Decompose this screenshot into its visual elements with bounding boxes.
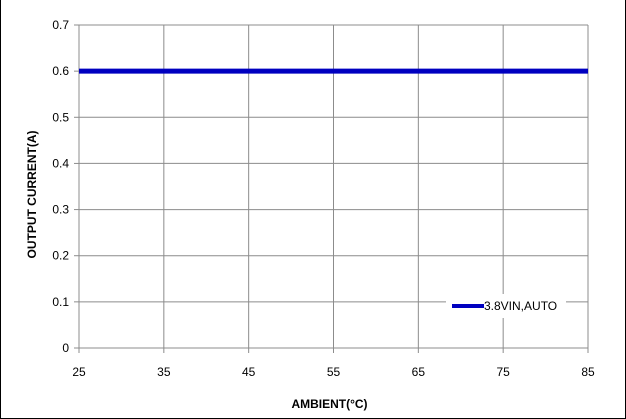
y-tick-label: 0.4 xyxy=(52,156,69,170)
x-tick-label: 25 xyxy=(72,365,86,379)
legend-label-3-8vin-auto: 3.8VIN,AUTO xyxy=(484,299,557,313)
x-tick-label: 55 xyxy=(327,365,341,379)
y-tick-labels: 0 0.1 0.2 0.3 0.4 0.5 0.6 0.7 xyxy=(52,18,69,355)
x-axis-title: AMBIENT(°C) xyxy=(291,397,367,411)
legend: 3.8VIN,AUTO xyxy=(446,294,566,318)
y-axis-title: OUTPUT CURRENT(A) xyxy=(25,131,39,259)
y-tick-label: 0.7 xyxy=(52,18,69,32)
x-tick-label: 75 xyxy=(496,365,510,379)
y-tick-label: 0.3 xyxy=(52,203,69,217)
x-tick-label: 65 xyxy=(412,365,426,379)
x-tick-label: 35 xyxy=(157,365,171,379)
y-tick-label: 0.2 xyxy=(52,249,69,263)
y-tick-label: 0.5 xyxy=(52,110,69,124)
x-tick-labels: 25 35 45 55 65 75 85 xyxy=(72,365,595,379)
axes xyxy=(74,24,589,353)
x-tick-label: 45 xyxy=(242,365,256,379)
y-tick-label: 0 xyxy=(62,341,69,355)
x-tick-label: 85 xyxy=(581,365,595,379)
y-tick-label: 0.1 xyxy=(52,295,69,309)
y-tick-label: 0.6 xyxy=(52,64,69,78)
